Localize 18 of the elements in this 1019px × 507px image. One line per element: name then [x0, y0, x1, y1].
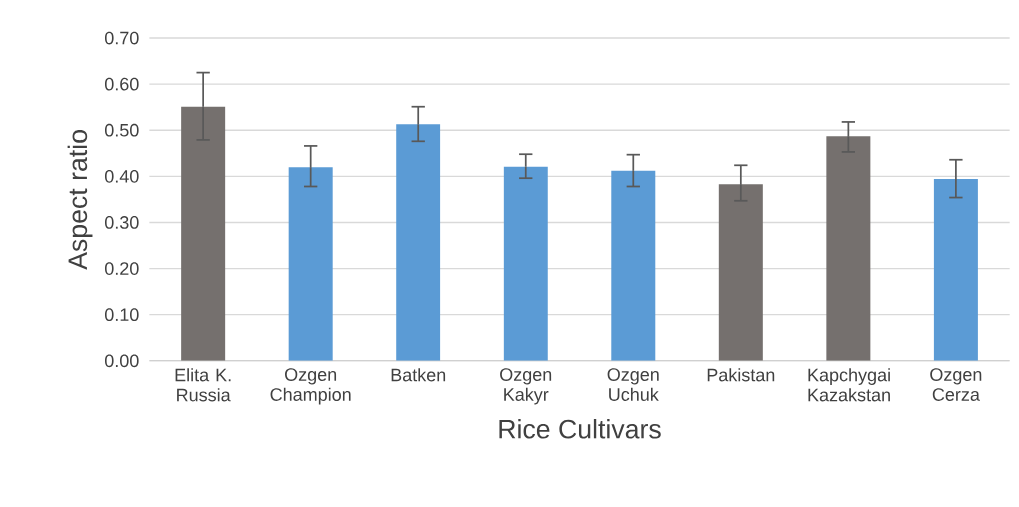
- y-tick-label: 0.40: [105, 170, 139, 183]
- x-tick-label: Elita K. Russia: [175, 368, 231, 402]
- x-tick-label: Ozgen Kakyr: [500, 368, 552, 405]
- x-tick-label: Ozgen Champion: [270, 368, 351, 405]
- y-axis-title: Aspect ratio: [67, 130, 93, 270]
- y-tick-label: 0.50: [105, 123, 139, 137]
- y-tick-label: 0.20: [105, 262, 139, 276]
- y-tick-label: 0.10: [105, 308, 139, 322]
- x-tick-label: Pakistan: [707, 368, 775, 382]
- x-tick-label: Ozgen Cerza: [930, 368, 982, 401]
- y-tick-label: 0.70: [105, 31, 139, 45]
- y-tick-label: 0.00: [105, 354, 139, 368]
- x-axis-title: Rice Cultivars: [499, 419, 661, 439]
- x-tick-label: Ozgen Uchuk: [607, 368, 659, 401]
- y-tick-label: 0.60: [105, 77, 139, 91]
- x-tick-label: Batken: [391, 368, 446, 382]
- y-tick-label: 0.30: [105, 216, 139, 229]
- x-tick-label: Kapchygai Kazakstan: [808, 368, 890, 402]
